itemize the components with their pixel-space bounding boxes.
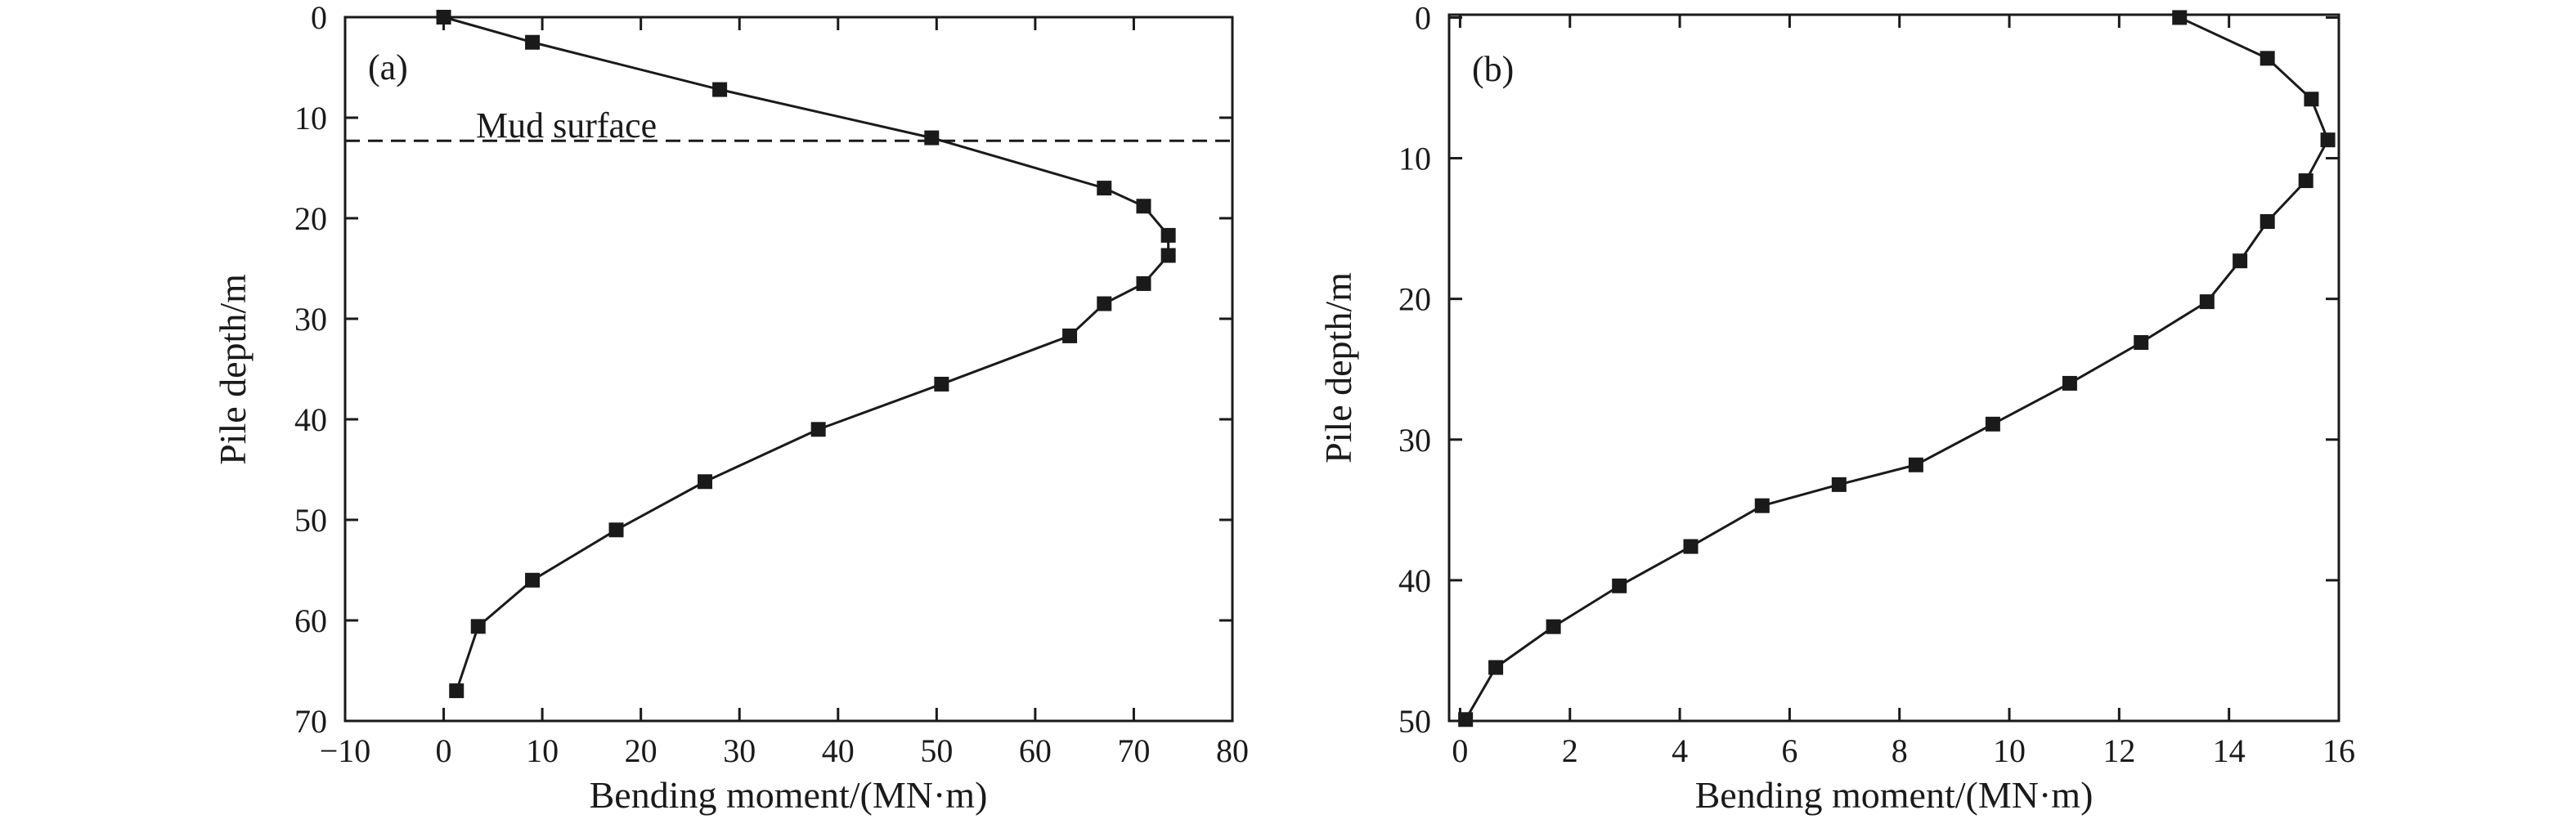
data-point-marker	[1831, 477, 1847, 492]
x-tick-label: 10	[526, 732, 559, 769]
x-tick-label: 8	[1892, 732, 1908, 769]
x-tick-label: 70	[1117, 732, 1150, 769]
data-point-marker	[608, 522, 624, 538]
x-axis-label: Bending moment/(MN·m)	[590, 774, 988, 816]
data-point-marker	[924, 130, 940, 145]
mud-surface-label: Mud surface	[476, 105, 657, 145]
x-tick-label: 14	[2213, 732, 2246, 769]
data-point-marker	[1683, 539, 1699, 554]
data-point-marker	[1136, 275, 1151, 291]
y-tick-label: 30	[294, 301, 327, 338]
y-tick-label: 20	[1398, 281, 1431, 318]
x-tick-label: 10	[1993, 732, 2026, 769]
data-point-marker	[470, 619, 486, 634]
data-point-marker	[1908, 457, 1923, 472]
data-point-marker	[1160, 248, 1176, 263]
data-point-marker	[1160, 227, 1176, 243]
y-axis-label: Pile depth/m	[1317, 272, 1359, 463]
data-point-marker	[2260, 214, 2275, 230]
y-axis-label: Pile depth/m	[212, 274, 254, 465]
data-point-marker	[2134, 335, 2149, 351]
x-tick-label: 20	[625, 732, 657, 769]
panel-label: (b)	[1472, 49, 1514, 89]
data-point-marker	[2199, 294, 2215, 310]
data-point-marker	[1546, 619, 1561, 634]
chart-panel-a: −10 0 10 20 30 40 50 60 70 80 0 10 20 30 40 50 60 70 Bendi…	[212, 0, 1249, 816]
y-tick-label: 0	[1415, 0, 1431, 36]
x-tick-label: 60	[1019, 732, 1052, 769]
y-tick-label: 40	[294, 401, 327, 438]
y-tick-label: 40	[1398, 562, 1431, 599]
x-tick-label: −10	[320, 732, 371, 769]
data-point-marker	[2172, 10, 2188, 25]
plot-frame	[343, 16, 1234, 723]
y-tick-label: 70	[294, 703, 327, 740]
data-point-marker	[1612, 578, 1627, 593]
data-point-marker	[525, 572, 541, 588]
y-tick-label: 30	[1398, 422, 1431, 459]
data-point-marker	[1754, 498, 1770, 513]
x-tick-label: 16	[2322, 732, 2355, 769]
x-axis-label: Bending moment/(MN·m)	[1695, 774, 2094, 816]
data-point-marker	[436, 10, 451, 25]
y-tick-label: 50	[294, 502, 327, 539]
y-tick-label: 0	[311, 0, 327, 36]
data-point-marker	[2320, 132, 2336, 148]
x-tick-label: 0	[436, 732, 452, 769]
y-tick-label: 10	[294, 100, 327, 137]
data-point-marker	[698, 474, 713, 490]
data-point-marker	[810, 422, 826, 437]
y-tick-label: 60	[294, 602, 327, 639]
data-point-marker	[1488, 660, 1504, 675]
x-tick-label: 12	[2103, 732, 2135, 769]
data-point-marker	[2304, 92, 2319, 107]
x-tick-label: 4	[1672, 732, 1688, 769]
data-point-marker	[1136, 199, 1151, 214]
series-line	[443, 16, 1170, 692]
data-point-marker	[712, 82, 728, 97]
y-tick-label: 10	[1398, 141, 1431, 177]
chart-panel-b: 0 2 4 6 8 10 12 14 16 0 10 20 30 40 50 Bending moment/(…	[1317, 0, 2355, 816]
plot-frame	[1447, 13, 2340, 723]
data-point-marker	[2062, 375, 2077, 391]
x-tick-label: 2	[1562, 732, 1578, 769]
data-point-marker	[2298, 173, 2313, 189]
x-tick-label: 0	[1452, 732, 1468, 769]
data-point-marker	[934, 376, 949, 392]
data-point-marker	[2233, 253, 2248, 269]
x-tick-label: 50	[920, 732, 953, 769]
x-tick-label: 6	[1781, 732, 1797, 769]
y-tick-label: 20	[294, 200, 327, 237]
data-point-marker	[525, 34, 541, 50]
x-tick-label: 80	[1216, 732, 1249, 769]
data-point-marker	[1097, 296, 1112, 311]
data-point-marker	[1458, 712, 1474, 727]
x-tick-label: 30	[723, 732, 756, 769]
data-point-marker	[449, 683, 464, 699]
y-tick-label: 50	[1398, 703, 1431, 740]
data-point-marker	[2260, 51, 2275, 66]
data-point-marker	[1062, 328, 1078, 343]
data-point-marker	[1097, 181, 1112, 196]
panel-label: (a)	[368, 47, 408, 87]
series-line	[1464, 16, 2330, 721]
data-point-marker	[1985, 416, 2000, 432]
x-tick-label: 40	[822, 732, 855, 769]
